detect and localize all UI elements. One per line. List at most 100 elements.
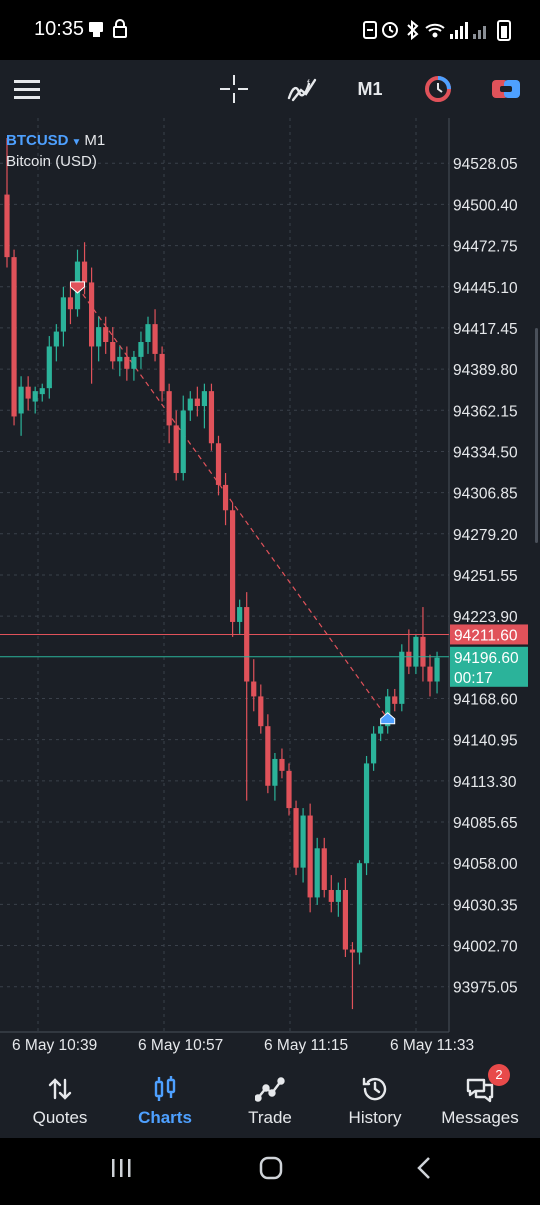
nav-label: Charts bbox=[138, 1108, 192, 1127]
candle bbox=[138, 331, 144, 369]
timeframe-label: M1 bbox=[357, 78, 383, 99]
home-icon[interactable] bbox=[259, 1156, 283, 1180]
ask-price-label: 94211.60 bbox=[454, 627, 518, 644]
time-tick-label: 6 May 10:57 bbox=[138, 1037, 223, 1054]
candle-body bbox=[110, 342, 116, 362]
charts-icon bbox=[154, 1076, 176, 1101]
candle-body bbox=[166, 391, 172, 426]
signal-icon-2 bbox=[473, 26, 486, 39]
symbol-dropdown-icon[interactable]: ▼ bbox=[71, 137, 82, 148]
one-click-trading-button[interactable] bbox=[416, 68, 460, 110]
candle-body bbox=[237, 607, 243, 622]
signal-icon bbox=[450, 22, 468, 39]
price-tick-label: 94168.60 bbox=[453, 691, 518, 708]
nav-history[interactable]: History bbox=[321, 1066, 429, 1138]
candle-body bbox=[53, 331, 59, 347]
candle-body bbox=[321, 848, 327, 890]
price-tick-label: 94362.15 bbox=[453, 403, 518, 420]
candle bbox=[300, 808, 306, 883]
candle-body bbox=[230, 510, 236, 622]
candle-body bbox=[215, 443, 222, 485]
symbol-info[interactable]: BTCUSD ▼ M1 Bitcoin (USD) bbox=[6, 131, 105, 171]
symbol-name[interactable]: BTCUSD bbox=[6, 132, 69, 149]
candle-body bbox=[46, 346, 52, 389]
candle-body bbox=[244, 607, 250, 682]
device-icon bbox=[89, 22, 103, 37]
price-tick-label: 94058.00 bbox=[453, 856, 518, 873]
candle-body bbox=[89, 282, 95, 347]
price-chart[interactable]: 94528.05 94500.40 94472.75 94445.10 94417.45… bbox=[0, 118, 540, 1066]
candle-body bbox=[67, 297, 74, 310]
candle bbox=[321, 837, 327, 898]
indicators-button[interactable]: f bbox=[280, 68, 324, 110]
candle bbox=[4, 138, 10, 268]
crosshair-button[interactable] bbox=[212, 68, 256, 110]
candle-body bbox=[300, 815, 306, 868]
candle bbox=[342, 878, 348, 957]
candle-body bbox=[11, 257, 17, 417]
lock-icon bbox=[113, 19, 127, 38]
candle bbox=[208, 383, 215, 451]
android-navigation-bar bbox=[0, 1138, 540, 1200]
candle-body bbox=[427, 666, 433, 682]
candle bbox=[399, 644, 405, 712]
candle bbox=[363, 755, 370, 876]
candle-body bbox=[363, 763, 370, 864]
candle-body bbox=[272, 758, 278, 786]
bid-price-tag bbox=[450, 646, 528, 687]
menu-icon bbox=[14, 80, 40, 99]
candle bbox=[152, 309, 158, 362]
scroll-handle bbox=[535, 328, 538, 543]
buy-deal-marker bbox=[380, 712, 396, 725]
candle bbox=[413, 633, 419, 675]
history-icon bbox=[362, 1077, 387, 1101]
nav-trade[interactable]: Trade bbox=[216, 1066, 324, 1138]
price-tick-label: 94030.35 bbox=[453, 897, 518, 914]
candle-body bbox=[328, 889, 334, 902]
crosshair-icon bbox=[220, 75, 248, 103]
back-icon[interactable] bbox=[417, 1157, 430, 1179]
candle bbox=[237, 599, 243, 634]
candle bbox=[159, 346, 165, 402]
candle-body bbox=[18, 386, 24, 414]
candle-body bbox=[173, 425, 179, 474]
candle-body bbox=[60, 297, 66, 332]
trade-toggle-icon bbox=[492, 80, 520, 98]
candle bbox=[173, 410, 179, 481]
trade-toggle-button[interactable] bbox=[484, 68, 528, 110]
candle-body bbox=[152, 324, 158, 354]
price-tick-label: 94002.70 bbox=[453, 939, 518, 956]
price-tick-label: 94140.95 bbox=[453, 733, 518, 750]
nav-quotes[interactable]: Quotes bbox=[6, 1066, 114, 1138]
candle-body bbox=[378, 726, 384, 734]
candle-body bbox=[25, 386, 31, 399]
candle-body bbox=[145, 324, 151, 343]
candle bbox=[96, 316, 102, 362]
candle bbox=[420, 607, 426, 682]
candle bbox=[265, 714, 271, 794]
candle bbox=[67, 282, 74, 325]
recent-apps-icon[interactable] bbox=[112, 1159, 131, 1177]
candle-body bbox=[307, 815, 313, 898]
candle bbox=[258, 684, 264, 734]
sell-deal-marker bbox=[70, 281, 85, 294]
timeframe-button[interactable]: M1 bbox=[348, 68, 392, 110]
candle bbox=[314, 837, 320, 905]
candle bbox=[60, 286, 66, 347]
candle-body bbox=[349, 949, 356, 953]
candle-body bbox=[117, 356, 123, 362]
status-notification-icons bbox=[88, 19, 132, 44]
candle bbox=[117, 346, 123, 377]
price-tick-label: 94500.40 bbox=[453, 197, 518, 214]
silent-icon bbox=[363, 21, 377, 39]
candle bbox=[230, 502, 236, 637]
price-tick-label: 94223.90 bbox=[453, 609, 518, 626]
candle-body bbox=[371, 733, 377, 764]
menu-button[interactable] bbox=[6, 68, 48, 110]
messages-icon bbox=[466, 1078, 494, 1103]
candle-body bbox=[356, 863, 363, 953]
chart-area[interactable]: 94528.05 94500.40 94472.75 94445.10 94417.45… bbox=[0, 118, 540, 1066]
nav-messages[interactable]: 2 Messages bbox=[426, 1064, 534, 1138]
quotes-icon bbox=[48, 1078, 72, 1100]
nav-charts[interactable]: Charts bbox=[111, 1066, 219, 1138]
